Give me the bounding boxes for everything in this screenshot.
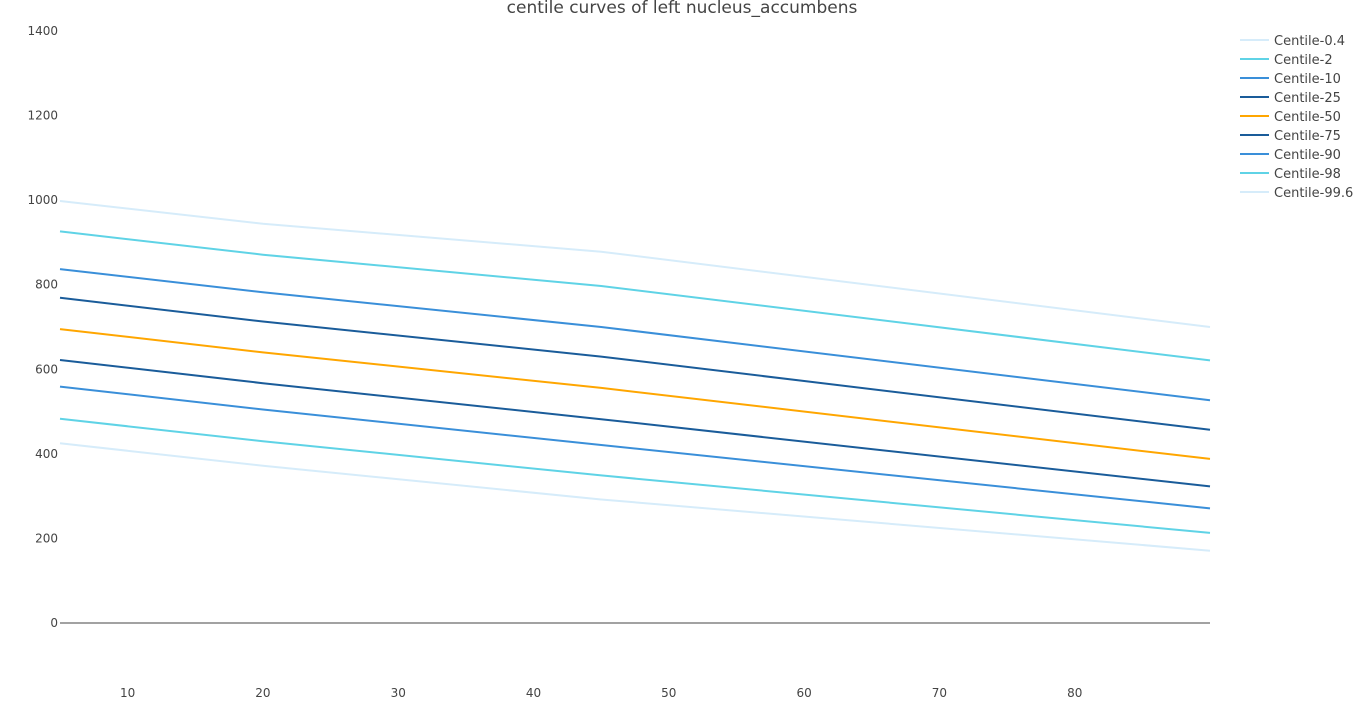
legend-item[interactable]: Centile-2	[1240, 53, 1333, 68]
series-line-centile-10	[59, 385, 1211, 510]
series-lines	[59, 200, 1211, 552]
y-tick-label: 400	[35, 447, 58, 461]
series-line-centile-90	[59, 268, 1211, 402]
series-line-centile-99.6	[59, 200, 1211, 328]
legend-label: Centile-75	[1274, 129, 1341, 144]
x-tick-label: 10	[120, 686, 135, 700]
y-tick-label: 1400	[27, 24, 58, 38]
y-tick-label: 800	[35, 278, 58, 292]
series-line-centile-0.4	[59, 442, 1211, 552]
y-tick-label: 1000	[27, 193, 58, 207]
x-tick-label: 80	[1067, 686, 1082, 700]
legend-label: Centile-50	[1274, 110, 1341, 125]
x-tick-label: 70	[932, 686, 947, 700]
legend-label: Centile-98	[1274, 167, 1341, 182]
series-line-centile-50	[59, 328, 1211, 460]
legend-label: Centile-90	[1274, 148, 1341, 163]
y-tick-label: 1200	[27, 109, 58, 123]
chart-title: centile curves of left nucleus_accumbens	[507, 0, 858, 18]
legend-label: Centile-2	[1274, 53, 1333, 68]
legend-item[interactable]: Centile-75	[1240, 129, 1341, 144]
series-line-centile-25	[59, 359, 1211, 488]
legend-item[interactable]: Centile-99.6	[1240, 186, 1353, 201]
legend-item[interactable]: Centile-10	[1240, 72, 1341, 87]
legend-item[interactable]: Centile-25	[1240, 91, 1341, 106]
series-line-centile-2	[59, 417, 1211, 534]
y-tick-label: 0	[50, 616, 58, 630]
y-tick-label: 200	[35, 531, 58, 545]
x-tick-label: 20	[255, 686, 270, 700]
x-tick-label: 50	[661, 686, 676, 700]
legend-label: Centile-99.6	[1274, 186, 1353, 201]
y-tick-label: 600	[35, 362, 58, 376]
legend-label: Centile-25	[1274, 91, 1341, 106]
legend: Centile-0.4 Centile-2 Centile-10 Centile-25…	[1240, 34, 1353, 201]
legend-label: Centile-0.4	[1274, 34, 1345, 49]
legend-item[interactable]: Centile-50	[1240, 110, 1341, 125]
series-line-centile-98	[59, 230, 1211, 362]
legend-item[interactable]: Centile-98	[1240, 167, 1341, 182]
x-tick-label: 40	[526, 686, 541, 700]
x-tick-label: 60	[796, 686, 811, 700]
legend-label: Centile-10	[1274, 72, 1341, 87]
legend-item[interactable]: Centile-90	[1240, 148, 1341, 163]
x-tick-label: 30	[391, 686, 406, 700]
y-axis-ticks: 0 200 400 600 800 1000 1200 1400	[27, 24, 58, 630]
series-line-centile-75	[59, 296, 1211, 431]
x-axis-ticks: 10 20 30 40 50 60 70 80	[120, 686, 1082, 700]
legend-item[interactable]: Centile-0.4	[1240, 34, 1345, 49]
